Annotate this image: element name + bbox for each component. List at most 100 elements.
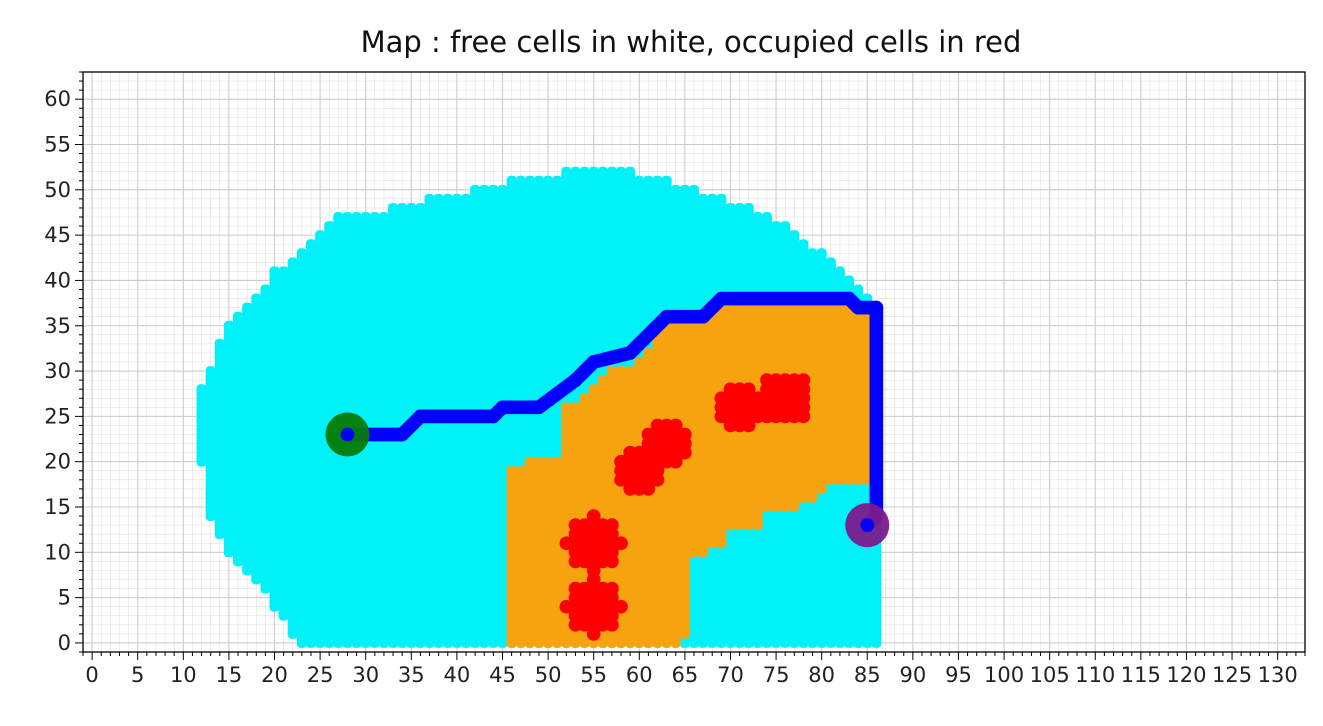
explored-cell-column — [251, 293, 262, 585]
explored-cell-column — [196, 384, 207, 467]
x-tick-label: 50 — [535, 663, 562, 687]
x-tick-label: 10 — [170, 663, 197, 687]
x-tick-label: 90 — [899, 663, 926, 687]
path-point — [869, 300, 884, 315]
markers — [325, 412, 890, 548]
path-point — [486, 409, 501, 424]
explored-cell-column — [296, 248, 307, 648]
x-tick-label: 5 — [131, 663, 144, 687]
x-tick-label: 45 — [489, 663, 516, 687]
occupied-cell — [678, 427, 692, 442]
y-tick-label: 35 — [44, 314, 71, 338]
occupied-cell — [741, 382, 756, 397]
x-tick-label: 60 — [626, 663, 653, 687]
y-tick-label: 40 — [44, 268, 71, 292]
x-tick-label: 35 — [398, 663, 425, 687]
path-point — [714, 291, 729, 306]
frontier-cell-column — [853, 302, 864, 485]
x-tick-label: 40 — [444, 663, 471, 687]
y-tick-label: 25 — [44, 404, 71, 428]
path-point — [851, 300, 865, 315]
explored-cell-column — [388, 202, 399, 648]
path-point — [395, 427, 410, 442]
x-tick-label: 85 — [854, 663, 881, 687]
explored-cell-column — [278, 266, 289, 621]
path-point — [568, 373, 583, 387]
frontier-cell-column — [816, 302, 827, 494]
path-point — [495, 400, 510, 415]
x-tick-label: 25 — [307, 663, 334, 687]
x-tick-label: 110 — [1075, 663, 1115, 687]
explored-cell-column — [205, 366, 216, 522]
y-tick-label: 10 — [44, 540, 71, 564]
frontier-cell-column — [643, 347, 654, 648]
path-point — [659, 309, 674, 324]
frontier-cell-column — [688, 311, 700, 558]
frontier-cell-column — [652, 329, 663, 648]
y-tick-label: 15 — [44, 495, 71, 519]
x-tick-label: 65 — [672, 663, 699, 687]
x-tick-label: 70 — [717, 663, 744, 687]
x-tick-label: 80 — [808, 663, 835, 687]
frontier-cell-column — [543, 456, 554, 648]
y-tick-label: 0 — [58, 631, 71, 655]
explored-cell-column — [242, 302, 253, 576]
x-tick-label: 20 — [261, 663, 288, 687]
explored-cell-column — [260, 284, 271, 594]
axes: 0 5 10 15 20 25 30 35 40 45 50 55 60 65 70 75 80 85 90 95 10… — [44, 71, 1306, 687]
regions — [196, 166, 882, 648]
explored-cell-column — [269, 266, 280, 612]
frontier-cell-column — [634, 357, 645, 648]
x-tick-label: 0 — [85, 663, 98, 687]
x-tick-label: 55 — [580, 663, 607, 687]
frontier-cell-column — [661, 320, 672, 648]
x-tick-label: 15 — [216, 663, 243, 687]
occupied-cells — [559, 373, 811, 641]
y-tick-label: 55 — [44, 133, 71, 157]
frontier-cell-column — [807, 302, 818, 503]
x-tick-label: 105 — [1030, 663, 1070, 687]
occupied-cell — [614, 536, 628, 551]
frontier-cell-column — [825, 302, 836, 485]
explored-cell-column — [287, 257, 298, 639]
frontier-cell-column — [533, 456, 544, 648]
frontier-cell-column — [844, 302, 855, 485]
frontier-cell-column — [707, 302, 718, 549]
path-point — [413, 409, 428, 424]
frontier-cell-column — [552, 456, 563, 648]
occupied-cell — [796, 373, 811, 387]
path-point — [842, 291, 856, 306]
explored-cell-column — [214, 338, 225, 540]
y-tick-label: 50 — [44, 178, 71, 202]
explored-cell-column — [223, 320, 234, 558]
occupied-cell — [605, 518, 619, 532]
explored-cell-column — [233, 311, 244, 567]
path-point — [696, 309, 710, 324]
frontier-cell-column — [561, 402, 572, 648]
path-point — [532, 400, 546, 415]
x-tick-label: 30 — [352, 663, 379, 687]
occupied-cell — [605, 581, 619, 596]
frontier-cell-column — [625, 366, 636, 648]
occupied-cell — [586, 509, 601, 523]
frontier-cell-column — [506, 465, 517, 648]
occupied-cell — [668, 418, 683, 433]
frontier-cell-column — [524, 456, 535, 648]
x-tick-label: 95 — [945, 663, 972, 687]
explored-cell-column — [315, 230, 326, 648]
goal-path-point — [860, 518, 875, 532]
x-tick-label: 130 — [1258, 663, 1298, 687]
y-tick-label: 60 — [44, 87, 71, 111]
occupied-cell — [586, 572, 601, 587]
frontier-cell-column — [515, 465, 526, 648]
start-path-point — [340, 427, 355, 442]
occupied-cell — [614, 599, 628, 614]
x-tick-label: 75 — [763, 663, 790, 687]
frontier-cell-column — [679, 311, 690, 639]
frontier-cell-column — [616, 366, 627, 648]
explored-cell-column — [305, 239, 317, 648]
x-tick-label: 120 — [1166, 663, 1206, 687]
x-tick-label: 100 — [984, 663, 1024, 687]
y-tick-label: 45 — [44, 223, 71, 247]
